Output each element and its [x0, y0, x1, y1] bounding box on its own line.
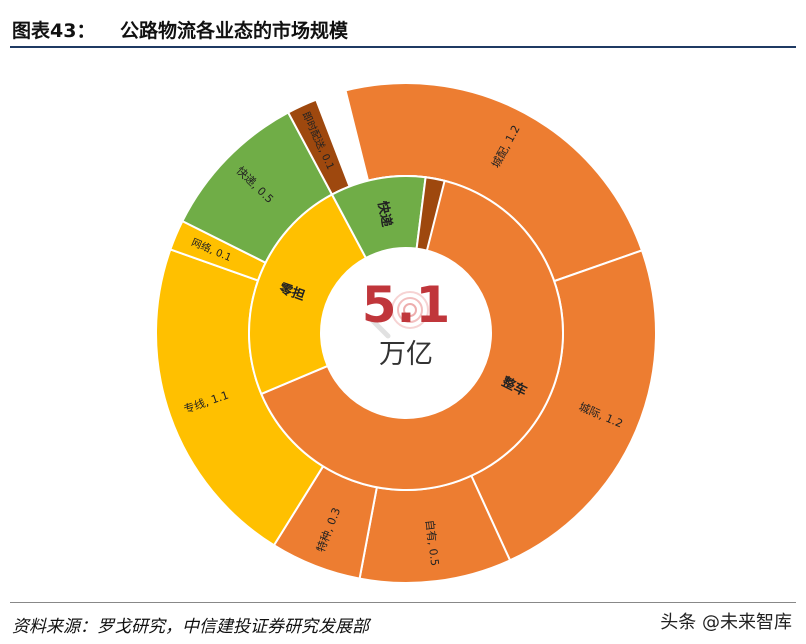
figure-header: 图表43： 公路物流各业态的市场规模 [12, 10, 792, 50]
outer-ring [155, 82, 657, 584]
chart-title: 公路物流各业态的市场规模 [120, 20, 349, 42]
center-total-value: 5.1 [362, 276, 451, 334]
outer-segment-label: 自有, 0.5 [423, 519, 443, 567]
inner-segment-label: 快递 [374, 200, 394, 228]
header-rule [10, 46, 796, 48]
center-unit: 万亿 [379, 339, 433, 370]
sunburst-chart: 城配, 1.2城际, 1.2自有, 0.5特种, 0.3专线, 1.1网络, 0… [155, 82, 657, 584]
watermark: 头条 @未来智库 [660, 612, 792, 633]
figure-number: 图表43： [12, 20, 96, 42]
footer-rule [10, 602, 796, 603]
source-note: 资料来源：罗戈研究，中信建投证券研究发展部 [12, 617, 369, 637]
center-hole [321, 248, 491, 418]
inner-ring [248, 175, 564, 491]
center-logo-icon [369, 291, 429, 339]
